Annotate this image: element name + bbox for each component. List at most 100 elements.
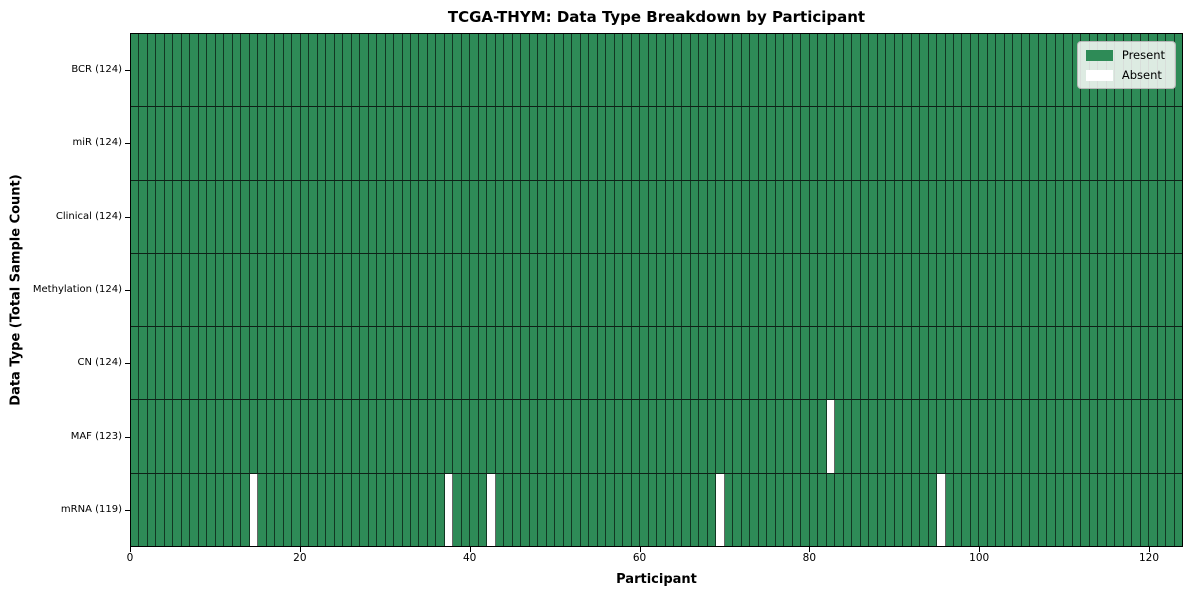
- matrix-cell-present: [1064, 253, 1073, 327]
- matrix-cell-present: [368, 34, 378, 107]
- matrix-cell-present: [843, 253, 853, 327]
- matrix-cell-present: [886, 34, 895, 107]
- matrix-cell-present: [1047, 253, 1056, 327]
- matrix-cell-present: [750, 180, 759, 253]
- matrix-cell-present: [784, 34, 793, 107]
- matrix-cell-present: [258, 400, 267, 473]
- matrix-cell-present: [835, 107, 844, 180]
- matrix-cell-present: [326, 180, 335, 253]
- matrix-cell-present: [843, 180, 853, 253]
- x-tick-label: 80: [802, 552, 817, 564]
- matrix-cell-present: [682, 327, 691, 400]
- matrix-cell-present: [181, 327, 191, 400]
- matrix-cell-present: [945, 180, 954, 253]
- matrix-cell-present: [894, 327, 904, 400]
- matrix-cell-present: [580, 327, 590, 400]
- matrix-cell-absent: [249, 473, 259, 546]
- matrix-cell-present: [843, 400, 853, 473]
- matrix-cell-present: [699, 400, 708, 473]
- y-tick-label: BCR (124): [71, 63, 122, 75]
- matrix-cell-present: [648, 400, 658, 473]
- matrix-cell-present: [1038, 180, 1048, 253]
- matrix-cell-present: [224, 473, 233, 546]
- matrix-cell-present: [674, 34, 683, 107]
- matrix-cell-present: [631, 327, 641, 400]
- matrix-cell-present: [470, 327, 479, 400]
- heatmap-row-mir: [131, 107, 1183, 181]
- matrix-cell-present: [368, 107, 378, 180]
- matrix-cell-present: [657, 253, 666, 327]
- matrix-cell-present: [504, 327, 513, 400]
- matrix-cell-present: [860, 400, 870, 473]
- matrix-cell-present: [1038, 327, 1048, 400]
- matrix-cell-present: [224, 107, 233, 180]
- matrix-cell-present: [563, 253, 573, 327]
- y-tick-label: miR (124): [72, 137, 122, 149]
- matrix-cell-present: [750, 34, 759, 107]
- matrix-cell-present: [292, 107, 301, 180]
- matrix-cell-present: [258, 473, 267, 546]
- matrix-cell-present: [1064, 473, 1073, 546]
- matrix-cell-absent: [444, 473, 454, 546]
- matrix-cell-present: [207, 327, 216, 400]
- matrix-cell-present: [877, 107, 887, 180]
- matrix-cell-present: [1021, 253, 1031, 327]
- matrix-cell-present: [334, 34, 344, 107]
- matrix-cell-present: [818, 180, 827, 253]
- matrix-cell-present: [1123, 107, 1133, 180]
- matrix-cell-present: [911, 180, 921, 253]
- matrix-cell-present: [792, 34, 802, 107]
- matrix-cell-present: [877, 34, 887, 107]
- matrix-cell-present: [597, 253, 607, 327]
- matrix-cell-present: [487, 107, 496, 180]
- matrix-cell-present: [444, 400, 454, 473]
- legend: Present Absent: [1076, 41, 1176, 89]
- matrix-cell-present: [1038, 107, 1048, 180]
- matrix-cell-present: [631, 34, 641, 107]
- matrix-cell-present: [360, 327, 369, 400]
- heatmap-grid: [131, 34, 1183, 546]
- matrix-cell-present: [1047, 34, 1056, 107]
- matrix-cell-present: [190, 107, 199, 180]
- matrix-cell-present: [419, 473, 428, 546]
- matrix-cell-present: [852, 400, 861, 473]
- matrix-cell-present: [665, 400, 674, 473]
- matrix-cell-present: [478, 107, 488, 180]
- matrix-cell-present: [996, 473, 1005, 546]
- matrix-cell-present: [1021, 180, 1031, 253]
- matrix-cell-present: [495, 473, 505, 546]
- matrix-cell-present: [563, 180, 573, 253]
- matrix-cell-present: [139, 34, 148, 107]
- matrix-cell-present: [597, 400, 607, 473]
- matrix-cell-present: [792, 473, 802, 546]
- matrix-cell-present: [572, 34, 581, 107]
- matrix-cell-present: [657, 107, 666, 180]
- matrix-cell-present: [495, 180, 505, 253]
- matrix-cell-present: [1072, 327, 1082, 400]
- matrix-cell-present: [215, 107, 225, 180]
- matrix-cell-present: [478, 180, 488, 253]
- matrix-cell-present: [945, 107, 954, 180]
- matrix-cell-present: [241, 400, 250, 473]
- matrix-cell-present: [767, 107, 776, 180]
- matrix-cell-present: [996, 400, 1005, 473]
- matrix-cell-present: [215, 180, 225, 253]
- matrix-cell-present: [173, 327, 182, 400]
- matrix-cell-present: [809, 180, 819, 253]
- matrix-cell-present: [767, 34, 776, 107]
- matrix-cell-present: [741, 180, 751, 253]
- matrix-cell-present: [801, 400, 810, 473]
- matrix-cell-present: [1072, 473, 1082, 546]
- matrix-cell-present: [945, 400, 954, 473]
- matrix-cell-present: [207, 400, 216, 473]
- matrix-cell-present: [767, 180, 776, 253]
- matrix-cell-present: [410, 327, 420, 400]
- matrix-cell-present: [1021, 473, 1031, 546]
- matrix-cell-present: [1123, 327, 1133, 400]
- matrix-cell-present: [326, 253, 335, 327]
- matrix-cell-present: [920, 253, 929, 327]
- matrix-cell-present: [351, 473, 361, 546]
- matrix-cell-present: [741, 34, 751, 107]
- matrix-cell-present: [1021, 34, 1031, 107]
- matrix-cell-present: [860, 473, 870, 546]
